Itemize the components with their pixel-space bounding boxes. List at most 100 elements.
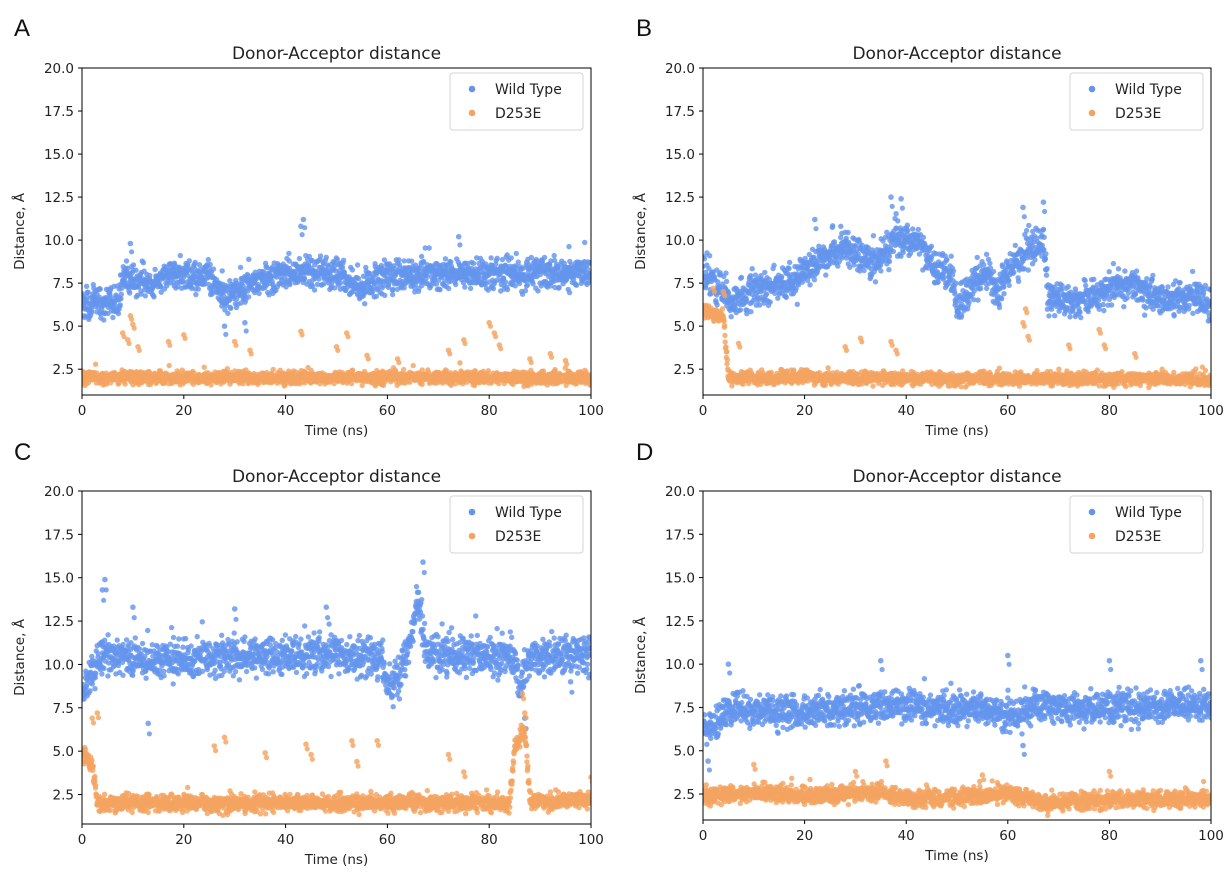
panel-b-wild-type-point [762, 269, 768, 276]
panel-a-d253e-outlier-point [131, 325, 137, 331]
panel-a-wild-type-point [354, 262, 361, 268]
panel-a-wild-type-point [362, 301, 368, 307]
panel-b-wild-type-point [1106, 269, 1112, 275]
panel-a-legend-box [449, 72, 584, 131]
panel-a-d253e-outlier-point [564, 361, 570, 367]
panel-a-wild-type-point [205, 256, 211, 263]
panel-b-wild-type-point [1043, 251, 1049, 257]
panel-a-d253e-point [425, 369, 432, 376]
panel-b-wild-type-point [1014, 259, 1021, 265]
panel-b-wild-type-point [723, 278, 730, 285]
panel-a-d253e-outlier-point [345, 334, 351, 340]
panel-b-wild-type-point [857, 268, 863, 274]
panel-letter-b: B [636, 15, 652, 42]
panel-b-wild-type-point [1006, 278, 1012, 284]
panel-a-wild-type-point [566, 243, 572, 250]
panel-a-wild-type-point [530, 281, 536, 287]
panel-b-wild-type-point [1140, 297, 1146, 303]
panel-a-y-tick-label: 5.0 [53, 319, 74, 335]
panel-a-wild-type-point [587, 277, 591, 283]
panel-b-wild-type-point [1001, 291, 1007, 297]
panel-a-wild-type-point [130, 262, 137, 268]
panel-a-wild-type-point [147, 272, 153, 279]
panel-a-wild-type-point [573, 282, 580, 288]
panel-b-wild-type-point [861, 267, 867, 274]
panel-a-wild-type-point [528, 254, 534, 261]
panel-b-wild-type-point [1115, 266, 1122, 272]
panel-a-wild-type-outlier-point [243, 328, 249, 334]
panel-b-wild-type-point [872, 279, 879, 285]
panel-a-d253e-outlier-point [528, 359, 534, 366]
panel-b-plot-area [703, 194, 1211, 391]
panel-b-wild-type-point [916, 251, 923, 257]
panel-b-wild-type-point [1006, 282, 1012, 289]
panel-b-wild-type-point [767, 299, 773, 305]
panel-a-wild-type-outlier-point [127, 240, 134, 247]
panel-a-x-tick-label: 80 [481, 403, 498, 419]
panel-a-wild-type-point [332, 268, 339, 274]
panel-a-wild-type-point [195, 286, 201, 292]
panel-b-wild-type-point [843, 235, 849, 241]
panel-b-wild-type-point [758, 273, 764, 279]
panel-b-wild-type-point [941, 274, 947, 281]
panel-a-wild-type-point [101, 317, 107, 323]
panel-b-wild-type-point [726, 291, 732, 298]
panel-b-wild-type-point [1125, 290, 1132, 296]
panel-b-wild-type-point [783, 294, 789, 300]
panel-a-wild-type-point [311, 287, 318, 293]
panel-b-wild-type-point [904, 222, 911, 228]
panel-b-wild-type-point [944, 257, 950, 263]
panel-a-wild-type-point [110, 314, 116, 321]
panel-a-wild-type-point [97, 286, 103, 292]
panel-a-y-tick-label: 20.0 [44, 61, 74, 77]
panel-a-wild-type-point [437, 287, 443, 293]
panel-a-legend-marker-d253e [468, 109, 476, 117]
panel-b-wild-type-point [757, 302, 763, 308]
panel-a-wild-type-point [118, 291, 125, 297]
panel-b-wild-type-point [1143, 305, 1149, 311]
panel-b-wild-type-point [1025, 267, 1032, 273]
panel-a-y-tick-label: 15.0 [44, 147, 74, 163]
panel-a-y-tick-label: 7.5 [53, 276, 74, 292]
panel-b-wild-type-point [983, 251, 990, 257]
panel-b-wild-type-point [845, 229, 851, 236]
panel-a-wild-type-point [494, 255, 500, 261]
panel-b-wild-type-point [974, 254, 980, 261]
panel-a-wild-type-point [422, 245, 428, 251]
panel-a-wild-type-point [389, 291, 396, 298]
panel-b-wild-type-point [958, 312, 965, 318]
panel-b-wild-type-point [816, 243, 822, 249]
panel-a-wild-type-point [306, 253, 313, 260]
panel-a-wild-type-point [382, 292, 388, 299]
panel-b-wild-type-point [748, 273, 754, 279]
panel-a-wild-type-point [180, 279, 186, 285]
panel-b-wild-type-point [738, 274, 745, 281]
panel-a-d253e-outlier-point [447, 351, 453, 357]
panel-b-wild-type-point [706, 253, 713, 259]
panel-b-wild-type-point [996, 304, 1003, 311]
panel-a-wild-type-point [228, 305, 234, 311]
panel-a-wild-type-point [323, 254, 329, 260]
panel-a-d253e-outlier-point [129, 316, 135, 322]
panel-a-wild-type-point [123, 258, 130, 264]
panel-a-wild-type-point [219, 268, 225, 274]
panel-b-wild-type-point [895, 218, 901, 224]
panel-b-wild-type-point [838, 234, 844, 241]
panel-a-d253e-point [208, 382, 214, 388]
panel-a-wild-type-point [207, 261, 213, 268]
panel-a-d253e-point [349, 367, 356, 373]
panel-a-wild-type-outlier-point [242, 319, 248, 326]
panel-b-wild-type-point [1052, 313, 1058, 319]
panel-a-wild-type-point [524, 282, 531, 288]
panel-a-wild-type-point [541, 254, 548, 261]
panel-b-wild-type-point [907, 250, 914, 257]
panel-a-d253e-outlier-point [549, 354, 555, 360]
panel-a-wild-type-point [337, 280, 343, 286]
panel-a-d253e-point [419, 367, 425, 373]
panel-b-wild-type-point [987, 260, 993, 267]
panel-a-legend-label-d253e: D253E [495, 106, 541, 122]
panel-a-wild-type-point [369, 288, 376, 295]
panel-a-wild-type-point [256, 290, 262, 297]
